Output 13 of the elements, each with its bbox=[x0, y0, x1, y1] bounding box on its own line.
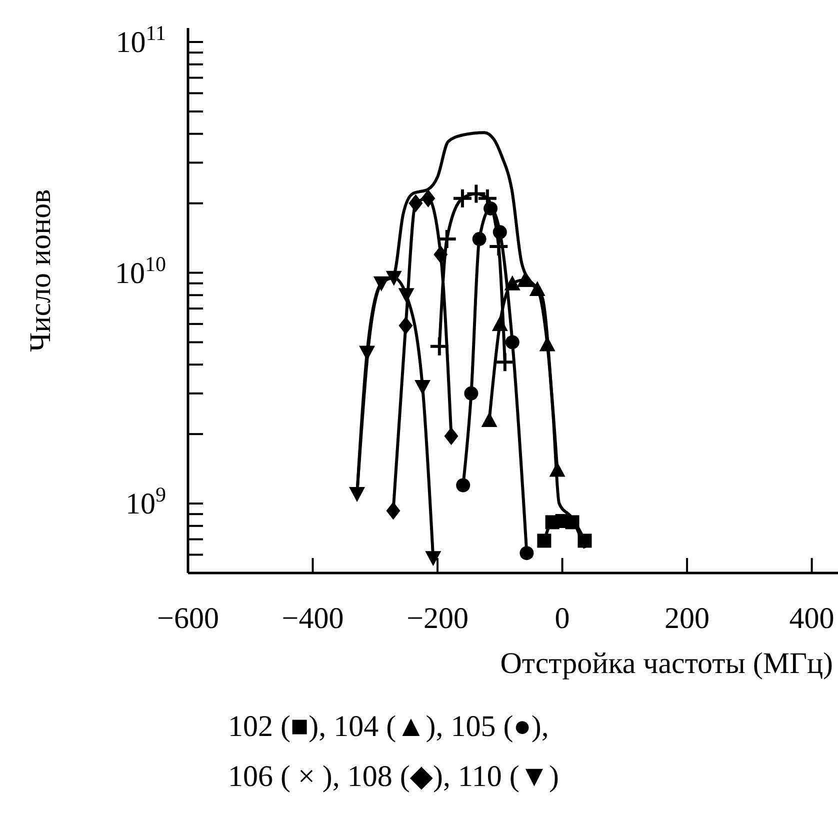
x-tick-label: 200 bbox=[664, 602, 710, 635]
x-axis-title: Отстройка частоты (МГц) bbox=[500, 647, 833, 680]
y-tick-label: 10$^{10}$ bbox=[115, 252, 166, 290]
x-tick-label: −200 bbox=[406, 602, 468, 635]
x-tick-label: 400 bbox=[789, 602, 834, 635]
x-tick-label: 0 bbox=[554, 602, 570, 635]
text: 106 ( × ), 108 (◆), 110 (▼) bbox=[228, 760, 560, 793]
x-tick-label: −600 bbox=[157, 602, 219, 635]
text: 102 (■), 104 (▲), 105 (●), bbox=[228, 710, 549, 743]
y-axis-title: Число ионов bbox=[24, 189, 57, 352]
y-tick-label: 10$^{9}$ bbox=[126, 482, 166, 521]
x-tick-label: −400 bbox=[282, 602, 344, 635]
y-tick-label: 10$^{11}$ bbox=[116, 21, 166, 60]
